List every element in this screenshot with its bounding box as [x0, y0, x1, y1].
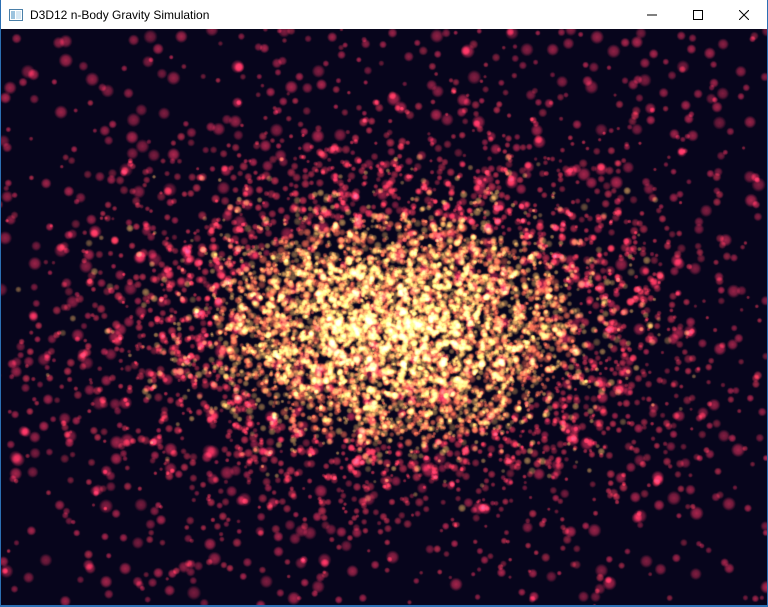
simulation-viewport[interactable] [1, 29, 767, 606]
minimize-icon [647, 14, 657, 15]
caption-buttons [629, 0, 767, 29]
title-bar[interactable]: D3D12 n-Body Gravity Simulation [1, 0, 767, 29]
app-window-icon[interactable] [9, 8, 23, 21]
minimize-button[interactable] [629, 0, 675, 29]
window-bottom-border [1, 605, 767, 606]
maximize-icon [693, 9, 703, 20]
maximize-button[interactable] [675, 0, 721, 29]
window-title: D3D12 n-Body Gravity Simulation [30, 7, 210, 22]
close-button[interactable] [721, 0, 767, 29]
particle-field [1, 29, 767, 606]
close-icon [739, 9, 749, 20]
